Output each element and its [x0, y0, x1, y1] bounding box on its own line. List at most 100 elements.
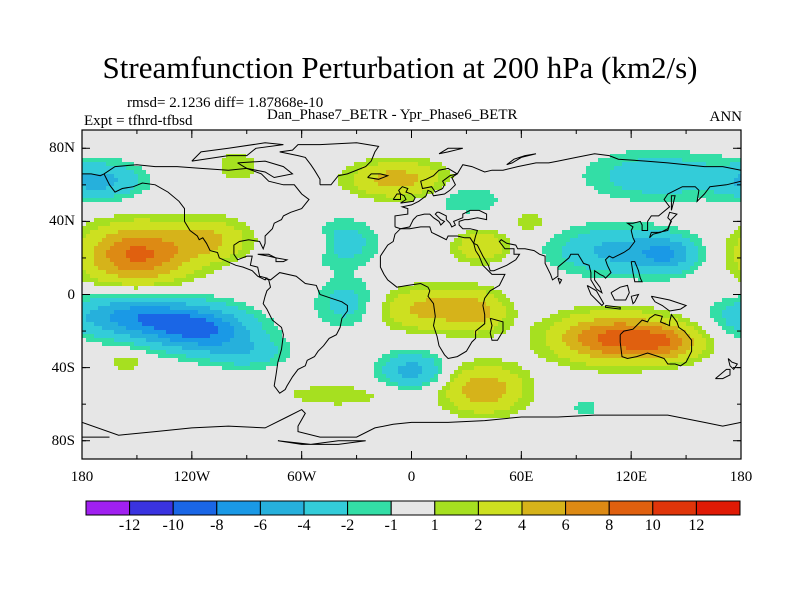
field-cell — [322, 242, 327, 247]
field-cell — [534, 150, 539, 155]
field-cell — [738, 170, 741, 175]
field-cell — [130, 162, 135, 167]
field-cell — [334, 174, 339, 179]
field-cell — [102, 174, 107, 179]
field-cell — [98, 198, 103, 203]
field-cell — [130, 186, 135, 191]
field-cell — [138, 186, 143, 191]
field-cell — [210, 138, 215, 143]
field-cell — [662, 130, 667, 135]
field-cell — [634, 222, 639, 227]
field-cell — [546, 202, 551, 207]
field-cell — [714, 190, 719, 195]
field-cell — [698, 222, 703, 227]
field-cell — [146, 162, 151, 167]
field-cell — [438, 202, 443, 207]
field-cell — [558, 198, 563, 203]
field-cell — [222, 146, 227, 151]
field-cell — [694, 162, 699, 167]
field-cell — [310, 218, 315, 223]
field-cell — [386, 222, 391, 227]
field-cell — [490, 242, 495, 247]
field-cell — [262, 190, 267, 195]
field-cell — [390, 210, 395, 215]
field-cell — [398, 174, 403, 179]
field-cell — [318, 146, 323, 151]
field-cell — [342, 146, 347, 151]
field-cell — [110, 230, 115, 235]
field-cell — [694, 134, 699, 139]
field-cell — [242, 230, 247, 235]
field-cell — [590, 234, 595, 239]
field-cell — [590, 150, 595, 155]
field-cell — [414, 210, 419, 215]
field-cell — [206, 190, 211, 195]
field-cell — [262, 158, 267, 163]
field-cell — [226, 210, 231, 215]
field-cell — [370, 150, 375, 155]
field-cell — [654, 202, 659, 207]
field-cell — [714, 206, 719, 211]
field-cell — [702, 178, 707, 183]
field-cell — [354, 210, 359, 215]
field-cell — [370, 182, 375, 187]
field-cell — [218, 238, 223, 243]
field-cell — [486, 222, 491, 227]
field-cell — [346, 174, 351, 179]
field-cell — [310, 134, 315, 139]
field-cell — [362, 198, 367, 203]
field-cell — [442, 194, 447, 199]
field-cell — [326, 158, 331, 163]
field-cell — [326, 162, 331, 167]
field-cell — [350, 166, 355, 171]
field-cell — [346, 158, 351, 163]
field-cell — [546, 242, 551, 247]
field-cell — [338, 182, 343, 187]
field-cell — [410, 154, 415, 159]
field-cell — [690, 194, 695, 199]
field-cell — [434, 190, 439, 195]
field-cell — [658, 154, 663, 159]
field-cell — [498, 210, 503, 215]
field-cell — [478, 182, 483, 187]
field-cell — [566, 198, 571, 203]
field-cell — [286, 190, 291, 195]
field-cell — [530, 234, 535, 239]
field-cell — [290, 142, 295, 147]
field-cell — [86, 158, 91, 163]
field-cell — [514, 134, 519, 139]
field-cell — [622, 150, 627, 155]
field-cell — [598, 206, 603, 211]
field-cell — [482, 238, 487, 243]
field-cell — [554, 182, 559, 187]
field-cell — [526, 242, 531, 247]
field-cell — [710, 214, 715, 219]
field-cell — [370, 210, 375, 215]
field-cell — [402, 146, 407, 151]
field-cell — [470, 194, 475, 199]
field-cell — [614, 214, 619, 219]
field-cell — [738, 234, 741, 239]
field-cell — [318, 194, 323, 199]
field-cell — [726, 174, 731, 179]
field-cell — [658, 150, 663, 155]
field-cell — [678, 166, 683, 171]
field-cell — [178, 234, 183, 239]
field-cell — [502, 218, 507, 223]
field-cell — [402, 150, 407, 155]
field-cell — [482, 206, 487, 211]
field-cell — [538, 202, 543, 207]
field-cell — [538, 154, 543, 159]
field-cell — [126, 146, 131, 151]
field-cell — [482, 186, 487, 191]
field-cell — [590, 246, 595, 251]
field-cell — [342, 158, 347, 163]
field-cell — [526, 150, 531, 155]
field-cell — [158, 194, 163, 199]
field-cell — [698, 218, 703, 223]
field-cell — [426, 218, 431, 223]
field-cell — [402, 162, 407, 167]
field-cell — [486, 178, 491, 183]
field-cell — [614, 170, 619, 175]
field-cell — [86, 206, 91, 211]
